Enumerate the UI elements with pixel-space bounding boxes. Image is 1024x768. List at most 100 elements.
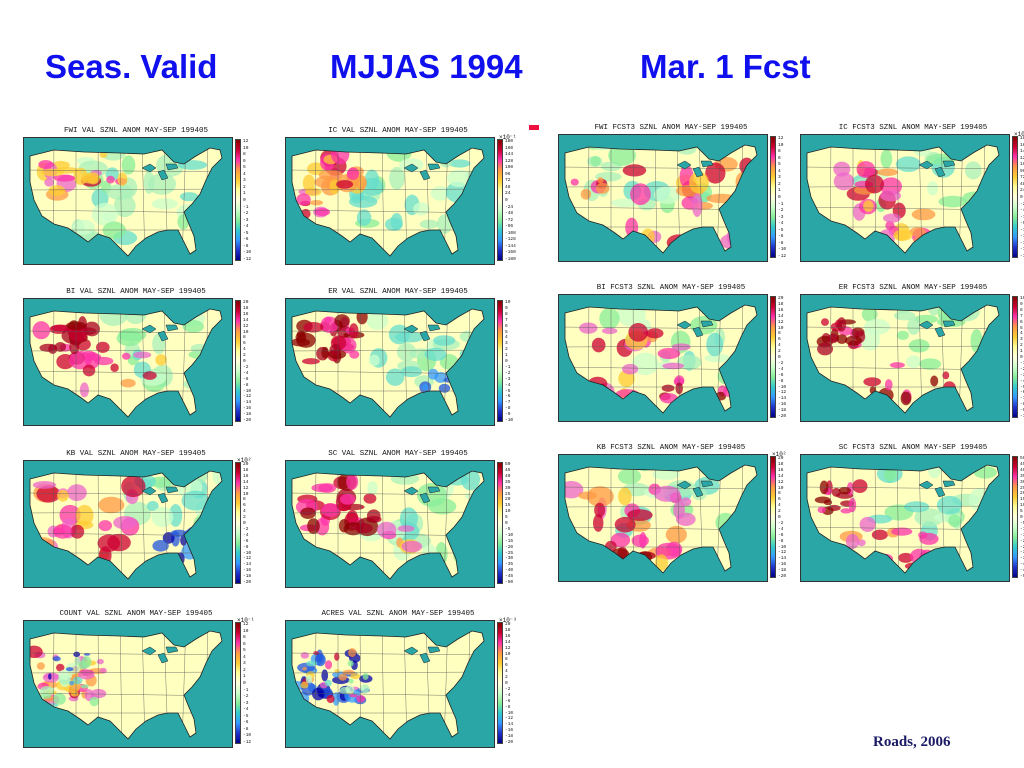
panel-title: IC VAL SZNL ANOM MAY-SEP 199405	[328, 127, 468, 135]
anomaly-blob	[814, 496, 831, 504]
color-scale-tick: 1	[1020, 349, 1023, 355]
anomaly-blob	[307, 518, 320, 535]
anomaly-blob	[909, 548, 929, 565]
anomaly-blob	[348, 195, 378, 208]
color-scale-tick: 96	[1020, 168, 1024, 174]
color-scale-tick: -48	[1020, 208, 1024, 214]
anomaly-blob	[428, 498, 457, 515]
color-scale-tick: -8	[1020, 402, 1024, 408]
anomaly-field	[292, 647, 373, 706]
anomaly-blob	[877, 168, 899, 177]
color-scale-tick: 4	[505, 669, 508, 675]
scale-exponent: ×10⁻¹	[1014, 131, 1024, 138]
color-scale-bar	[770, 296, 776, 418]
color-scale-tick: -108	[505, 230, 516, 236]
anomaly-blob	[455, 385, 473, 401]
color-scale-tick: 0	[243, 198, 246, 203]
color-scale-tick: -20	[505, 740, 514, 745]
anomaly-blob	[53, 174, 76, 182]
map-panel: ER FCST3 SZNL ANOM MAY-SEP 1994051098765…	[798, 284, 1024, 424]
color-scale-tick: 144	[505, 152, 514, 158]
color-scale-tick: 35	[1020, 473, 1024, 479]
color-scale-tick: -8	[243, 726, 249, 732]
color-scale-tick: -10	[505, 418, 514, 423]
color-scale-tick: -20	[243, 580, 252, 585]
anomaly-blob	[95, 341, 110, 353]
color-scale-tick: 4	[243, 171, 246, 177]
map-panel: SC FCST3 SZNL ANOM MAY-SEP 1994055045403…	[798, 444, 1024, 584]
color-scale-tick: 3	[778, 175, 781, 181]
color-scale-tick: 7	[505, 317, 508, 323]
color-scale-tick: 12	[243, 323, 249, 329]
color-scale-tick: 2	[243, 353, 246, 359]
anomaly-blob	[155, 354, 167, 366]
color-scale-tick: -10	[1020, 414, 1024, 419]
land-area	[292, 631, 484, 739]
color-scale-tick: 16	[505, 633, 511, 639]
great-lakes	[141, 646, 179, 664]
us-anomaly-map	[558, 294, 768, 422]
color-scale-tick: 0	[1020, 515, 1023, 520]
color-scale-tick: -10	[778, 384, 787, 390]
color-scale-tick: 2	[243, 515, 246, 521]
anomaly-blob	[435, 542, 448, 566]
color-scale-tick: 45	[1020, 461, 1024, 467]
anomaly-blob	[177, 160, 208, 170]
anomaly-blob	[182, 320, 204, 333]
color-scale-tick: -50	[505, 580, 514, 585]
anomaly-blob	[661, 384, 675, 392]
map-panel: FWI FCST3 SZNL ANOM MAY-SEP 199405 12 10 8 6…	[556, 124, 806, 264]
color-scale-tick: -2	[243, 211, 249, 217]
color-scale-tick: 5	[243, 648, 246, 654]
anomaly-blob	[348, 647, 357, 658]
anomaly-blob	[397, 525, 415, 532]
color-scale-tick: -4	[505, 692, 511, 698]
color-scale-tick: 12	[505, 645, 511, 651]
color-scale-tick: -3	[243, 217, 249, 223]
map-panel: ACRES VAL SZNL ANOM MAY-SEP 199405 ×10⁻³ 2…	[283, 610, 533, 750]
anomaly-blob	[346, 473, 359, 490]
great-lakes	[141, 163, 179, 181]
anomaly-blob	[384, 217, 403, 231]
coastline	[291, 470, 485, 580]
anomaly-blob	[302, 358, 320, 365]
color-scale-labels: 50454035302520151050-5-10-15-20-25-30-35…	[1020, 456, 1024, 579]
anomaly-blob	[33, 695, 45, 702]
anomaly-blob	[306, 660, 318, 667]
color-scale-tick: 2	[778, 349, 781, 355]
anomaly-blob	[36, 662, 45, 670]
color-scale-tick: 10	[778, 142, 784, 148]
color-scale-tick: 14	[778, 313, 784, 319]
anomaly-blob	[640, 456, 664, 465]
anomaly-blob	[610, 548, 630, 563]
color-scale-tick: 1	[505, 353, 508, 359]
color-scale-tick: 10	[778, 325, 784, 331]
anomaly-blob	[836, 334, 848, 345]
color-scale-tick: 12	[778, 479, 784, 485]
anomaly-blob	[579, 322, 598, 334]
anomaly-blob	[355, 174, 367, 191]
color-scale-tick: 2	[778, 181, 781, 187]
panel-title: FWI VAL SZNL ANOM MAY-SEP 199405	[63, 127, 209, 135]
panel-title: SC FCST3 SZNL ANOM MAY-SEP 199405	[838, 444, 988, 452]
anomaly-blob	[305, 674, 313, 684]
anomaly-blob	[657, 347, 681, 360]
color-scale-tick: 160	[505, 145, 514, 151]
anomaly-blob	[628, 323, 649, 342]
color-scale-tick: -45	[505, 574, 514, 580]
panel-title: ER FCST3 SZNL ANOM MAY-SEP 199405	[838, 284, 988, 292]
color-scale-tick: 6	[778, 337, 781, 343]
color-scale-tick: 2	[1020, 343, 1023, 349]
color-scale-tick: 2	[243, 667, 246, 673]
anomaly-blob	[53, 527, 66, 536]
anomaly-blob	[99, 152, 108, 158]
anomaly-blob	[599, 307, 620, 330]
color-scale-tick: 4	[778, 168, 781, 174]
coastline	[564, 144, 758, 254]
color-scale-tick: 48	[1020, 181, 1024, 187]
anomaly-blob	[212, 471, 222, 486]
anomaly-blob	[914, 508, 945, 527]
anomaly-blob	[314, 207, 331, 217]
anomaly-blob	[880, 149, 893, 169]
anomaly-blob	[970, 328, 983, 353]
